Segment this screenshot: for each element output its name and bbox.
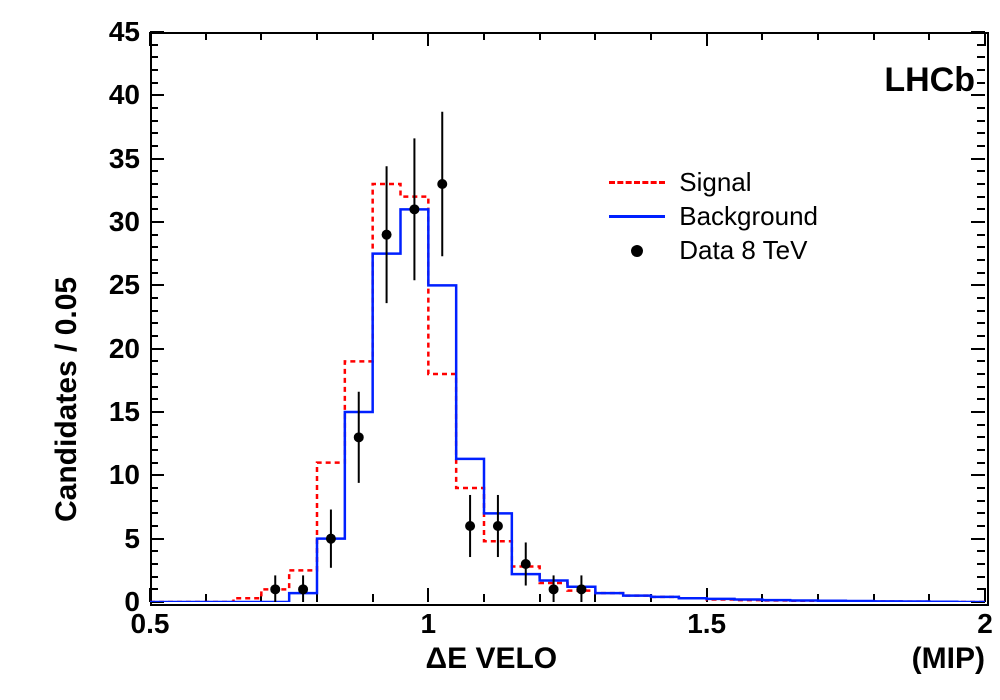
data-point bbox=[521, 559, 531, 569]
background-histogram bbox=[150, 209, 985, 602]
signal-histogram bbox=[150, 184, 985, 602]
data-point bbox=[409, 204, 419, 214]
data-point bbox=[354, 432, 364, 442]
data-point bbox=[326, 534, 336, 544]
data-point bbox=[382, 230, 392, 240]
data-point bbox=[549, 584, 559, 594]
plot-canvas bbox=[0, 0, 1000, 700]
data-point bbox=[270, 584, 280, 594]
data-point bbox=[465, 521, 475, 531]
data-point bbox=[437, 179, 447, 189]
data-point bbox=[576, 584, 586, 594]
data-point bbox=[298, 584, 308, 594]
data-point bbox=[493, 521, 503, 531]
